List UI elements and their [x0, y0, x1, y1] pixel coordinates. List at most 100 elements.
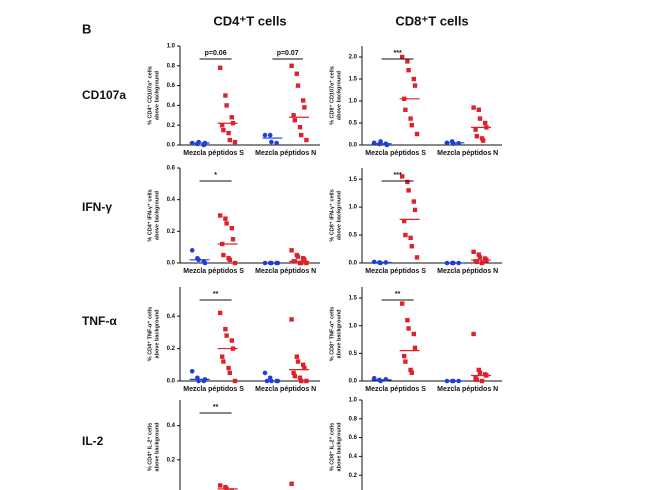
y-axis-label: % CD8⁺ IL-2⁺ cells: [328, 423, 335, 471]
dot: [302, 365, 307, 371]
dot: [189, 368, 195, 374]
dot: [479, 260, 485, 266]
y-tick-label: 0.4: [167, 197, 176, 203]
dot: [289, 317, 294, 322]
dot: [267, 132, 273, 138]
significance-label: **: [213, 404, 219, 411]
y-tick-label: 0.6: [167, 166, 176, 172]
x-tick-label: Mezcla péptidos N: [255, 268, 316, 275]
dot: [218, 483, 223, 488]
dot: [230, 237, 236, 242]
dot: [451, 141, 456, 146]
y-tick-label: 0.4: [167, 103, 176, 109]
dot: [477, 255, 483, 260]
dot: [474, 377, 479, 383]
dot: [471, 105, 476, 110]
dot: [229, 225, 234, 231]
y-tick-label: 0.2: [349, 473, 358, 479]
dot: [299, 378, 304, 384]
dot: [409, 370, 414, 375]
y-tick-label: 0.4: [349, 454, 358, 460]
dot: [229, 115, 234, 120]
dot: [414, 255, 420, 260]
x-tick-label: Mezcla péptidos N: [255, 150, 316, 157]
dot: [232, 378, 238, 384]
dot: [302, 257, 307, 263]
x-tick-label: Mezcla péptidos N: [437, 150, 498, 157]
y-tick-label: 0.8: [349, 416, 358, 422]
dot: [403, 359, 408, 364]
x-tick-label: Mezcla péptidos S: [183, 150, 244, 157]
x-tick-label: Mezcla péptidos N: [437, 386, 498, 393]
dot: [294, 71, 299, 76]
dot: [292, 118, 297, 123]
y-axis-label: above background: [336, 71, 342, 120]
row-label: IL-2: [82, 434, 104, 448]
dot: [226, 130, 231, 136]
dot: [477, 116, 483, 121]
dot: [471, 249, 476, 255]
column-title: CD8⁺T cells: [395, 13, 468, 28]
dot: [371, 140, 377, 146]
dot: [295, 359, 301, 364]
significance-label: **: [213, 291, 219, 298]
x-tick-label: Mezcla péptidos N: [437, 268, 498, 275]
dot: [405, 59, 410, 64]
dot: [227, 137, 232, 143]
significance-label: ***: [394, 50, 402, 57]
x-tick-label: Mezcla péptidos S: [365, 268, 426, 275]
dot: [304, 260, 309, 266]
panel-label: B: [82, 21, 91, 36]
dot: [221, 359, 226, 364]
dot: [294, 354, 299, 359]
dot: [406, 326, 411, 331]
dot: [481, 138, 486, 143]
y-tick-label: 0.0: [167, 143, 176, 149]
y-tick-label: 1.0: [349, 205, 358, 211]
x-tick-label: Mezcla péptidos S: [365, 150, 426, 157]
x-tick-label: Mezcla péptidos S: [365, 386, 426, 393]
dot: [223, 216, 228, 221]
dot: [411, 76, 416, 82]
y-axis-label: % CD8⁺ CD107a⁺ cells: [328, 66, 335, 125]
panel: 0.0 0.5 1.0 1.5 % CD8⁺ TNF-α⁺ cells above bac…: [328, 287, 502, 393]
dot: [412, 345, 418, 351]
significance-label: p=0.06: [205, 50, 227, 57]
dot: [411, 331, 416, 337]
dot: [224, 103, 229, 108]
y-axis-label: above background: [336, 310, 342, 359]
y-tick-label: 0.0: [349, 261, 358, 267]
y-tick-label: 0.0: [349, 143, 358, 149]
dot: [262, 370, 268, 376]
y-tick-label: 0.0: [167, 379, 176, 385]
panel: 0.0 0.5 1.0 1.5 2.0 % CD8⁺ CD107a⁺ cells above…: [328, 46, 502, 157]
y-tick-label: 0.2: [167, 457, 176, 463]
y-axis-label: % CD4⁺ CD107a⁺ cells: [146, 66, 153, 125]
dot: [196, 139, 201, 145]
dot: [227, 370, 232, 376]
panel: 0.0 0.2 0.4 % CD4⁺ TNF-α⁺ cells above backgr…: [146, 287, 320, 393]
dot: [220, 123, 225, 128]
y-axis-label: % CD4⁺ TNF-α⁺ cells: [146, 307, 153, 361]
dot: [471, 331, 476, 337]
dot: [411, 199, 416, 204]
y-tick-label: 0.4: [167, 314, 176, 320]
y-tick-label: 0.8: [167, 63, 176, 69]
dot: [229, 338, 234, 343]
panel: 0.2 0.4 % CD4⁺ IL-2⁺ cells above background…: [146, 400, 294, 490]
dot: [476, 107, 481, 112]
dot: [412, 83, 418, 88]
dot: [299, 260, 304, 266]
y-tick-label: 0.0: [167, 261, 176, 267]
dot: [218, 65, 223, 70]
dot: [232, 260, 238, 266]
panel: 0.0 0.2 0.4 0.6 0.8 1.0 % CD4⁺ CD107a⁺ cells ab…: [146, 44, 320, 157]
dot: [301, 362, 306, 367]
dot: [304, 378, 309, 384]
y-tick-label: 1.5: [349, 296, 358, 302]
y-axis-label: above background: [336, 191, 342, 240]
dot: [402, 353, 407, 359]
dot: [406, 188, 411, 193]
dot: [400, 54, 405, 60]
